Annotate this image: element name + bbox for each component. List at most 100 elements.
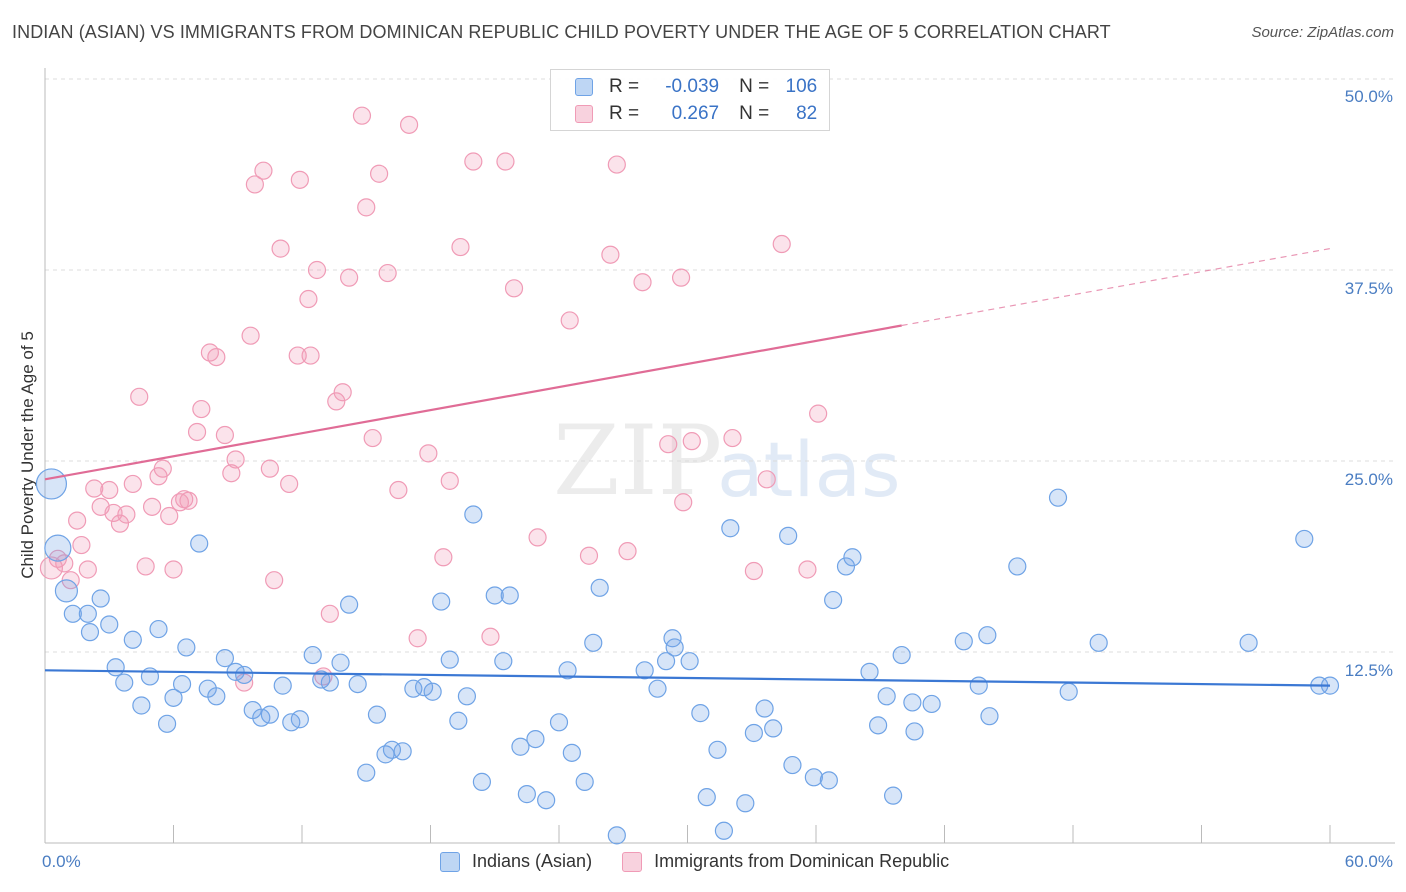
indians-point bbox=[714, 821, 734, 840]
dominican-point bbox=[100, 480, 119, 500]
dominican-point bbox=[222, 464, 241, 483]
dominican-point bbox=[440, 471, 459, 490]
dominican-point bbox=[757, 470, 776, 489]
indians-point bbox=[1048, 488, 1068, 507]
indians-point bbox=[1089, 633, 1108, 652]
dominican-point bbox=[607, 155, 626, 174]
indians-point bbox=[235, 665, 254, 685]
x-tick-label: 60.0% bbox=[1344, 852, 1393, 871]
dominican-point bbox=[301, 346, 320, 365]
indians-point bbox=[562, 743, 581, 762]
indians-point bbox=[78, 604, 97, 623]
indians-point bbox=[980, 707, 999, 726]
dominican-point bbox=[123, 474, 142, 494]
indians-point bbox=[736, 794, 755, 813]
indians-point bbox=[584, 633, 603, 652]
indians-point bbox=[348, 674, 367, 694]
dominican-point bbox=[798, 560, 817, 579]
legend-n-value: 82 bbox=[796, 103, 818, 124]
dominican-point bbox=[327, 392, 346, 411]
legend-r-label: R = bbox=[609, 103, 640, 124]
indians-point bbox=[517, 785, 536, 804]
dominican-point bbox=[370, 164, 389, 183]
indians-point bbox=[843, 548, 862, 567]
indians-point bbox=[115, 673, 134, 692]
dominican-point bbox=[290, 170, 309, 189]
dominican-point bbox=[496, 152, 515, 171]
indians-point bbox=[656, 652, 676, 671]
indians-point bbox=[177, 638, 196, 657]
indians-point bbox=[100, 615, 119, 634]
dominican-point bbox=[579, 546, 599, 565]
dominican-point bbox=[528, 528, 547, 547]
indians-point bbox=[575, 772, 594, 791]
dominican-point bbox=[226, 450, 245, 469]
dominican-trend-extension bbox=[901, 248, 1331, 327]
indians-point bbox=[500, 586, 519, 605]
indians-point bbox=[755, 699, 774, 718]
indians-point bbox=[836, 557, 856, 576]
y-tick-label: 25.0% bbox=[1344, 470, 1393, 489]
dominican-point bbox=[299, 289, 318, 309]
dominican-point bbox=[265, 571, 284, 590]
indians-point bbox=[1008, 557, 1027, 576]
legend-swatch-pink bbox=[575, 105, 593, 123]
dominican-point bbox=[110, 514, 130, 533]
indians-point bbox=[63, 604, 82, 623]
dominican-point bbox=[260, 459, 279, 478]
indians-point bbox=[590, 578, 609, 597]
indians-point bbox=[190, 534, 209, 553]
dominican-point bbox=[481, 627, 500, 646]
indians-point bbox=[1239, 633, 1258, 652]
dominican-point bbox=[659, 435, 678, 454]
dominican-point bbox=[179, 491, 198, 510]
indians-point bbox=[869, 716, 888, 735]
indians-point bbox=[260, 705, 279, 724]
dominican-point bbox=[357, 198, 376, 217]
dominican-point bbox=[187, 422, 207, 442]
indians-point bbox=[511, 737, 530, 756]
indians-point bbox=[697, 788, 716, 807]
dominican-point bbox=[164, 560, 183, 579]
indians-point bbox=[440, 650, 459, 669]
dominican-point bbox=[744, 561, 763, 581]
indians-point bbox=[172, 674, 192, 694]
dominican-point bbox=[160, 506, 179, 526]
dominican-point bbox=[723, 428, 742, 448]
indians-point bbox=[357, 763, 376, 782]
dominican-point bbox=[363, 428, 382, 448]
dominican-point bbox=[117, 505, 136, 524]
indians-point bbox=[922, 694, 941, 714]
chart-title: INDIAN (ASIAN) VS IMMIGRANTS FROM DOMINI… bbox=[12, 22, 1111, 42]
dominican-point bbox=[207, 347, 226, 367]
indians-point bbox=[340, 595, 359, 614]
indians-point bbox=[414, 678, 434, 697]
dominican-point bbox=[399, 115, 419, 134]
indians-point bbox=[721, 519, 740, 538]
dominican-point bbox=[352, 106, 372, 125]
indians-point bbox=[494, 652, 513, 671]
indians-point bbox=[91, 589, 110, 608]
indians-point bbox=[819, 771, 838, 790]
indians-point bbox=[607, 826, 626, 845]
indians-point bbox=[526, 729, 545, 749]
indians-point bbox=[44, 534, 72, 562]
dominican-point bbox=[434, 548, 453, 567]
legend-r-label: R = bbox=[609, 76, 640, 97]
dominican-point bbox=[772, 234, 791, 254]
indians-point bbox=[80, 623, 100, 642]
legend-label-indians: Indians (Asian) bbox=[472, 851, 593, 871]
dominican-point bbox=[451, 237, 470, 257]
indians-point bbox=[123, 630, 142, 649]
dominican-point bbox=[464, 152, 483, 171]
indians-point bbox=[860, 662, 879, 681]
legend-swatch-pink bbox=[622, 851, 643, 872]
dominican-point bbox=[633, 273, 652, 292]
indians-point bbox=[744, 723, 763, 743]
dominican-point bbox=[682, 432, 701, 451]
legend-swatch-blue bbox=[440, 851, 460, 872]
dominican-point bbox=[320, 604, 339, 623]
dominican-trend-line bbox=[44, 324, 902, 481]
indians-point bbox=[883, 786, 903, 805]
dominican-point bbox=[153, 459, 172, 478]
